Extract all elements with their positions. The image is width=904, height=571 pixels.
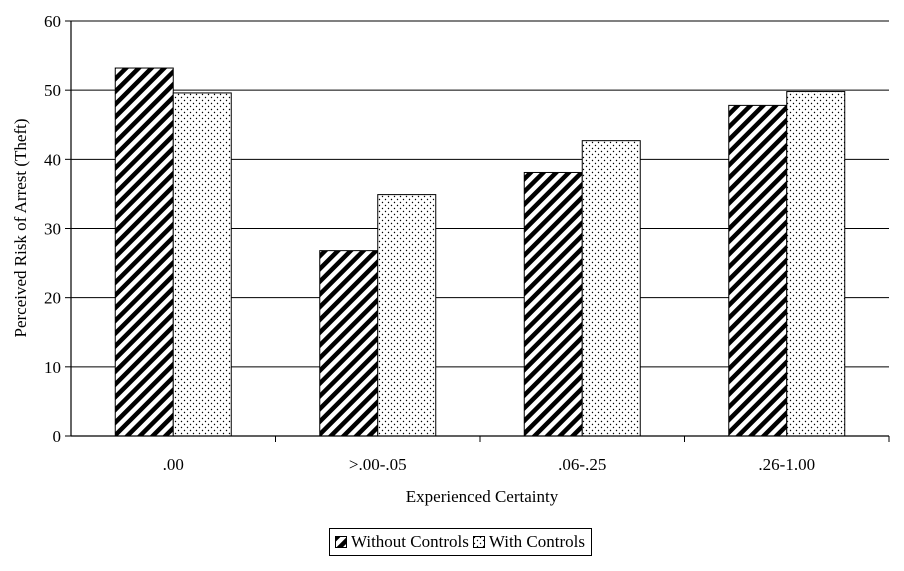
bar-with-controls <box>172 92 232 437</box>
bar-with-controls <box>581 140 641 437</box>
x-axis-title: Experienced Certainty <box>406 487 559 506</box>
bars <box>114 67 846 437</box>
x-tick-label: .26-1.00 <box>758 455 815 474</box>
axes: 0 10 20 30 40 50 60 .00 >.00-.05 .06-.25 .26-1.00 <box>44 12 890 474</box>
y-tick-label: 0 <box>53 427 62 446</box>
dots-swatch-icon <box>472 536 485 548</box>
hatch-swatch-icon <box>335 536 347 548</box>
y-tick-label: 10 <box>44 358 61 377</box>
legend: Without Controls With Controls <box>329 528 592 556</box>
x-tick-label: .06-.25 <box>558 455 606 474</box>
legend-item-without-controls: Without Controls <box>335 532 469 552</box>
y-axis-title: Perceived Risk of Arrest (Theft) <box>11 118 30 337</box>
legend-label-with-controls: With Controls <box>488 532 585 551</box>
bar-with-controls <box>786 91 846 437</box>
x-tick-label: >.00-.05 <box>349 455 407 474</box>
legend-item-with-controls: With Controls <box>472 532 585 552</box>
y-tick-label: 20 <box>44 289 61 308</box>
y-tick-label: 40 <box>44 150 61 169</box>
chart: 0 10 20 30 40 50 60.00 >.00-.05.06-.25.26-1.00 … <box>11 12 890 506</box>
bar-without-controls <box>523 171 583 437</box>
y-tick-label: 60 <box>44 12 61 31</box>
legend-label-without-controls: Without Controls <box>351 532 469 551</box>
bar-without-controls <box>114 67 174 437</box>
bar-without-controls <box>728 104 788 437</box>
bar-without-controls <box>319 250 379 437</box>
y-tick-label: 50 <box>44 81 61 100</box>
y-tick-label: 30 <box>44 220 61 239</box>
bar-with-controls <box>377 194 437 437</box>
x-tick-label: .00 <box>163 455 184 474</box>
